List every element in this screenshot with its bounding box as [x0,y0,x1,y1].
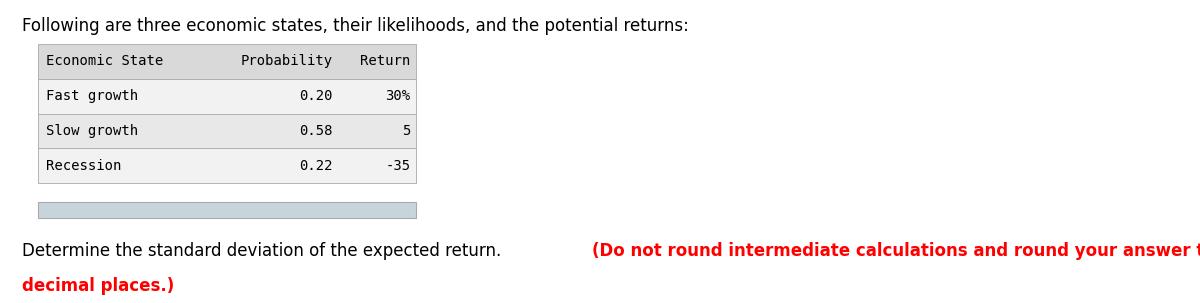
Text: decimal places.): decimal places.) [22,277,174,295]
Text: 0.58: 0.58 [299,124,332,138]
Text: Determine the standard deviation of the expected return.: Determine the standard deviation of the … [22,242,506,260]
Text: 0.20: 0.20 [299,89,332,103]
Text: (Do not round intermediate calculations and round your answer to 2: (Do not round intermediate calculations … [592,242,1200,260]
Text: 5: 5 [402,124,410,138]
Text: -35: -35 [385,159,410,173]
Text: Economic State: Economic State [46,54,163,68]
Text: Following are three economic states, their likelihoods, and the potential return: Following are three economic states, the… [22,17,689,35]
Text: Return: Return [360,54,410,68]
Text: 30%: 30% [385,89,410,103]
Text: Fast growth: Fast growth [46,89,138,103]
Text: Probability: Probability [240,54,332,68]
Text: Recession: Recession [46,159,121,173]
Text: Slow growth: Slow growth [46,124,138,138]
Text: 0.22: 0.22 [299,159,332,173]
